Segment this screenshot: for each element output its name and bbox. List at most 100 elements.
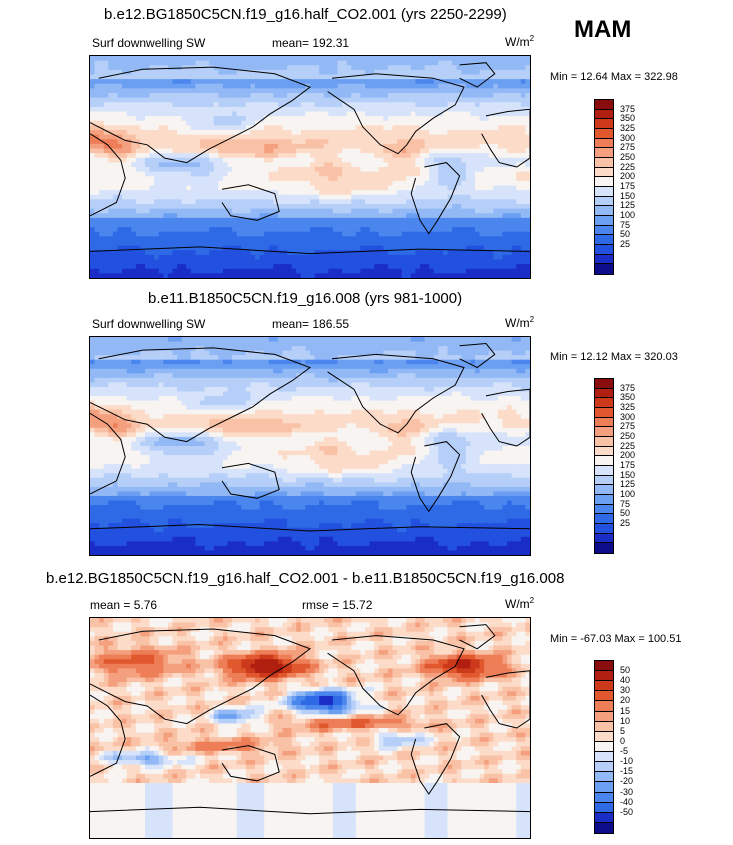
map-cell [525, 217, 530, 224]
map-cell [328, 222, 334, 228]
map-cell [222, 130, 229, 136]
map-cell [442, 83, 449, 89]
map-cell [369, 106, 375, 113]
map-cell [158, 139, 164, 145]
map-cell [310, 341, 316, 347]
map-cell [475, 74, 481, 80]
map-cell [438, 102, 444, 108]
map-cell [209, 93, 215, 99]
map-cell [296, 148, 302, 154]
map-cell [337, 65, 343, 71]
map-cell [310, 60, 316, 66]
map-cell [112, 190, 119, 196]
map-cell [222, 56, 229, 62]
map-cell [255, 56, 261, 62]
map-cell [222, 199, 229, 205]
map-cell [387, 259, 394, 265]
map-cell [218, 231, 224, 237]
map-cell [314, 102, 320, 108]
map-cell [424, 139, 430, 145]
map-cell [497, 83, 504, 89]
map-cell [145, 208, 151, 214]
map-cell [493, 97, 499, 103]
map-cell [103, 264, 109, 270]
map-cell [213, 116, 219, 122]
map-cell [305, 116, 311, 122]
map-cell [397, 245, 403, 251]
map-cell [392, 254, 398, 261]
map-cell [355, 176, 362, 182]
map-cell [470, 264, 476, 270]
map-cell [447, 204, 453, 210]
map-cell [167, 254, 174, 261]
map-cell [181, 236, 187, 242]
map-cell [369, 120, 375, 126]
map-cell [433, 213, 439, 219]
map-cell [140, 111, 146, 117]
map-cell [479, 346, 485, 352]
map-cell [296, 134, 302, 140]
map-cell [222, 264, 229, 270]
map-cell [167, 341, 174, 347]
map-cell [291, 337, 297, 343]
map-cell [319, 341, 325, 347]
map-cell [355, 56, 362, 62]
map-cell [103, 102, 109, 108]
map-cell [470, 74, 476, 80]
map-cell [108, 153, 114, 159]
map-cell [227, 241, 233, 247]
map-cell [190, 153, 197, 159]
map-cell [369, 79, 375, 85]
map-cell [424, 162, 430, 168]
map-cell [232, 153, 238, 159]
map-cell [479, 199, 485, 205]
map-cell [209, 245, 215, 251]
map-cell [429, 74, 435, 80]
map-cell [365, 337, 371, 343]
map-cell [99, 190, 105, 196]
map-cell [401, 259, 407, 265]
map-cell [241, 79, 247, 85]
map-cell [250, 162, 256, 168]
map-cell [328, 208, 334, 214]
map-cell [378, 231, 384, 237]
map-cell [365, 162, 371, 168]
map-cell [387, 116, 394, 122]
map-cell [131, 236, 137, 242]
map-cell [268, 346, 274, 352]
map-cell [406, 337, 412, 343]
map-cell [465, 180, 472, 187]
map-cell [195, 176, 201, 182]
map-cell [287, 176, 293, 182]
map-cell [355, 167, 362, 173]
map-cell [99, 346, 105, 352]
map-cell [167, 125, 174, 131]
map-cell [103, 167, 109, 173]
map-cell [126, 241, 132, 247]
map-cell [273, 106, 279, 113]
map-cell [479, 56, 485, 62]
map-cell [163, 268, 169, 274]
map-cell [516, 337, 522, 343]
map-cell [167, 153, 174, 159]
map-cell [90, 148, 96, 154]
map-cell [154, 116, 160, 122]
map-cell [213, 268, 219, 274]
map-cell [387, 227, 394, 233]
map-cell [103, 241, 109, 247]
map-cell [525, 208, 530, 214]
map-cell [145, 213, 151, 219]
map-cell [291, 79, 297, 85]
map-cell [387, 148, 394, 154]
map-cell [406, 171, 412, 177]
map-cell [374, 236, 380, 242]
map-cell [456, 171, 462, 177]
map-cell [163, 190, 169, 196]
map-cell [300, 56, 307, 62]
map-cell [438, 65, 444, 71]
map-cell [346, 250, 352, 256]
map-cell [511, 60, 517, 66]
map-cell [520, 236, 527, 242]
map-cell [442, 190, 449, 196]
map-cell [323, 341, 329, 347]
